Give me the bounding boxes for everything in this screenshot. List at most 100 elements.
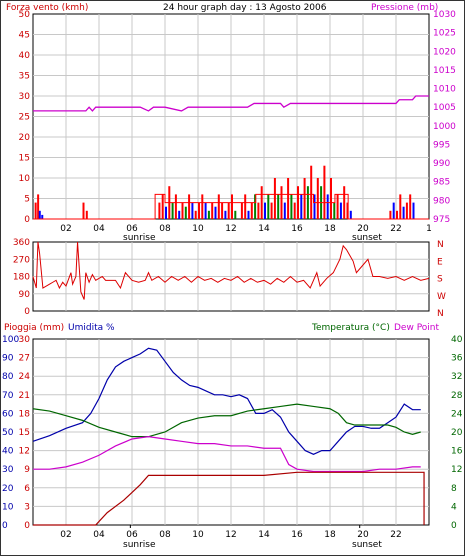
wind-tick-label: 30 — [19, 92, 31, 102]
wind-bar — [171, 202, 174, 219]
wind-bar — [85, 210, 88, 219]
sunrise-label-bottom: sunrise — [123, 540, 156, 550]
wind-bar — [290, 194, 293, 219]
wind-bar — [165, 206, 167, 219]
wind-bar — [260, 186, 263, 219]
wind-bar — [221, 202, 224, 219]
pressure-tick-label: 1030 — [433, 10, 456, 20]
rain-line — [33, 471, 425, 526]
humidity-tick-label: 80 — [2, 372, 14, 382]
temperature-tick-label: 36 — [451, 354, 463, 364]
direction-layer — [32, 241, 430, 300]
wind-tick-label: 40 — [19, 51, 31, 61]
humidity-tick-label: 10 — [2, 502, 14, 512]
humidity-tick-label: 0 — [2, 521, 8, 531]
direction-tick-label: 0 — [24, 307, 30, 317]
x-tick-label-bottom: 16 — [291, 530, 303, 540]
climate-grid — [33, 339, 429, 525]
wind-bar — [336, 194, 339, 219]
wind-bar — [201, 194, 204, 219]
x-tick-label-bottom: 02 — [60, 530, 71, 540]
wind-bar — [310, 165, 313, 219]
wind-bar — [264, 202, 266, 219]
wind-axis-label: Forza vento (kmh) — [6, 3, 88, 13]
wind-bar — [333, 202, 336, 219]
wind-layer — [33, 95, 429, 220]
x-tick-label-bottom: 22 — [390, 530, 401, 540]
x-tick-label-bottom: 18 — [324, 530, 336, 540]
wind-bar — [405, 202, 408, 219]
wind-tick-label: 5 — [24, 195, 30, 205]
wind-bar — [82, 202, 85, 219]
wind-bar — [392, 202, 395, 219]
compass-label: E — [437, 257, 443, 267]
wind-bar — [349, 210, 352, 219]
wind-bar — [323, 165, 326, 219]
temperature-tick-label: 0 — [451, 521, 457, 531]
x-tick-label-bottom: 04 — [93, 530, 105, 540]
humidity-tick-label: 60 — [2, 409, 14, 419]
humidity-tick-label: 30 — [2, 465, 14, 475]
avg-wind-line — [33, 193, 429, 220]
wind-bar — [254, 194, 257, 219]
x-tick-label-top: 06 — [126, 224, 138, 234]
wind-bar — [194, 210, 197, 219]
rain-tick-label: 27 — [19, 354, 30, 364]
wind-bar — [184, 206, 187, 219]
pressure-tick-label: 1000 — [433, 122, 456, 132]
rain-tick-label: 3 — [24, 502, 30, 512]
pressure-tick-label: 1025 — [433, 29, 456, 39]
temperature-tick-label: 28 — [451, 391, 463, 401]
wind-bar — [214, 206, 217, 219]
wind-bar — [316, 178, 319, 219]
wind-bar — [277, 194, 280, 219]
rain-tick-label: 15 — [19, 428, 30, 438]
humidity-line — [32, 347, 421, 455]
wind-bar — [293, 202, 296, 219]
compass-label: N — [437, 309, 444, 319]
direction-tick-label: 270 — [13, 255, 30, 265]
wind-bar — [231, 194, 233, 219]
wind-bar — [234, 210, 237, 219]
pressure-tick-label: 995 — [433, 140, 450, 150]
wind-bar — [158, 202, 161, 219]
chart-title: 24 hour graph day : 13 Agosto 2006 — [163, 3, 327, 13]
rain-tick-label: 24 — [19, 372, 31, 382]
compass-label: N — [437, 240, 444, 250]
wind-bar — [41, 214, 44, 219]
wind-tick-label: 20 — [19, 133, 31, 143]
wind-bar — [346, 202, 349, 219]
humidity-tick-label: 40 — [2, 447, 14, 457]
humidity-tick-label: 70 — [2, 391, 14, 401]
x-tick-label-top: 16 — [291, 224, 303, 234]
wind-bar — [273, 178, 276, 219]
wind-bar — [270, 202, 273, 219]
compass-label: W — [437, 292, 446, 302]
direction-tick-label: 90 — [19, 290, 31, 300]
temperature-tick-label: 20 — [451, 428, 463, 438]
wind-tick-label: 35 — [19, 72, 30, 82]
wind-bar — [250, 202, 253, 219]
x-tick-label-top: 02 — [60, 224, 71, 234]
rain-tick-label: 9 — [24, 465, 30, 475]
x-tick-label-top: 08 — [159, 224, 171, 234]
wind-tick-label: 15 — [19, 154, 30, 164]
wind-bar — [389, 210, 392, 219]
temperature-tick-label: 8 — [451, 484, 457, 494]
x-tick-label-top: 14 — [258, 224, 270, 234]
wind-bar — [287, 178, 290, 219]
sunrise-label-top: sunrise — [123, 233, 156, 243]
temperature-tick-label: 32 — [451, 372, 462, 382]
wind-bar — [191, 202, 194, 219]
wind-bar — [240, 202, 243, 219]
wind-bar — [402, 206, 405, 219]
rain-tick-label: 18 — [19, 409, 31, 419]
pressure-tick-label: 975 — [433, 215, 450, 225]
pressure-tick-label: 980 — [433, 196, 450, 206]
wind-bar — [412, 202, 415, 219]
wind-bar — [326, 194, 329, 219]
rain-tick-label: 12 — [19, 447, 30, 457]
x-tick-label-top: 1 — [426, 224, 432, 234]
climate-layer — [32, 347, 425, 526]
wind-bar — [227, 202, 230, 219]
